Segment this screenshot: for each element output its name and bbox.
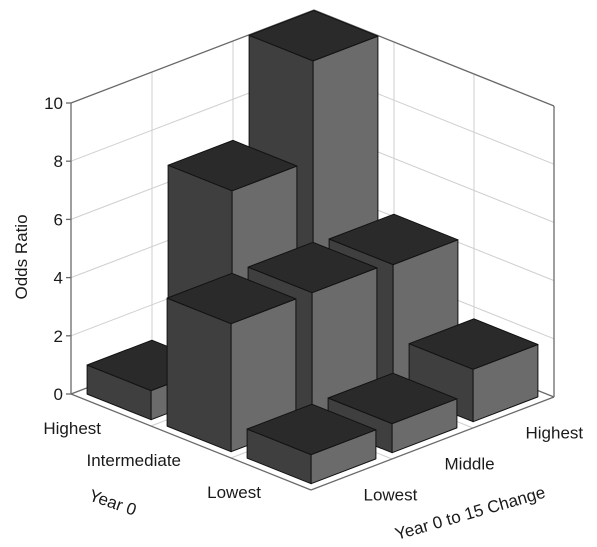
bar-face-top [327, 372, 458, 425]
z-tick-label-0: 0 [54, 385, 63, 404]
z-tick-label-5: 10 [44, 94, 63, 113]
bar-face-top [246, 403, 377, 456]
bar-2-0 [246, 403, 377, 485]
frame-edge-0 [70, 393, 312, 491]
bar-1-0 [166, 272, 297, 453]
y-tick-label-0: Lowest [364, 486, 418, 505]
bar-face-top [248, 10, 379, 62]
z-tick-label-3: 6 [54, 210, 63, 229]
z-axis-title: Odds Ratio [12, 214, 31, 299]
frame-edge-8 [313, 9, 555, 107]
bar-face-left [166, 297, 232, 453]
bar-face-top [167, 139, 298, 192]
x-tick-label-0: Highest [43, 419, 101, 438]
bar-face-top [247, 241, 378, 294]
frame-edge-1 [310, 396, 555, 491]
z-tick-label-2: 4 [54, 269, 63, 288]
y-tick-label-2: Highest [526, 424, 584, 443]
y-tick-label-1: Middle [445, 455, 495, 474]
bar-face-top [166, 272, 297, 325]
x-axis-title: Year 0 [87, 486, 139, 520]
bars-layer [86, 10, 539, 485]
bar-face-top [408, 318, 539, 370]
z-tick-label-1: 2 [54, 327, 63, 346]
z-tick-label-4: 8 [54, 152, 63, 171]
bar-face-top [328, 213, 459, 266]
x-tick-label-1: Intermediate [87, 451, 182, 470]
x-tick-label-2: Lowest [207, 483, 261, 502]
